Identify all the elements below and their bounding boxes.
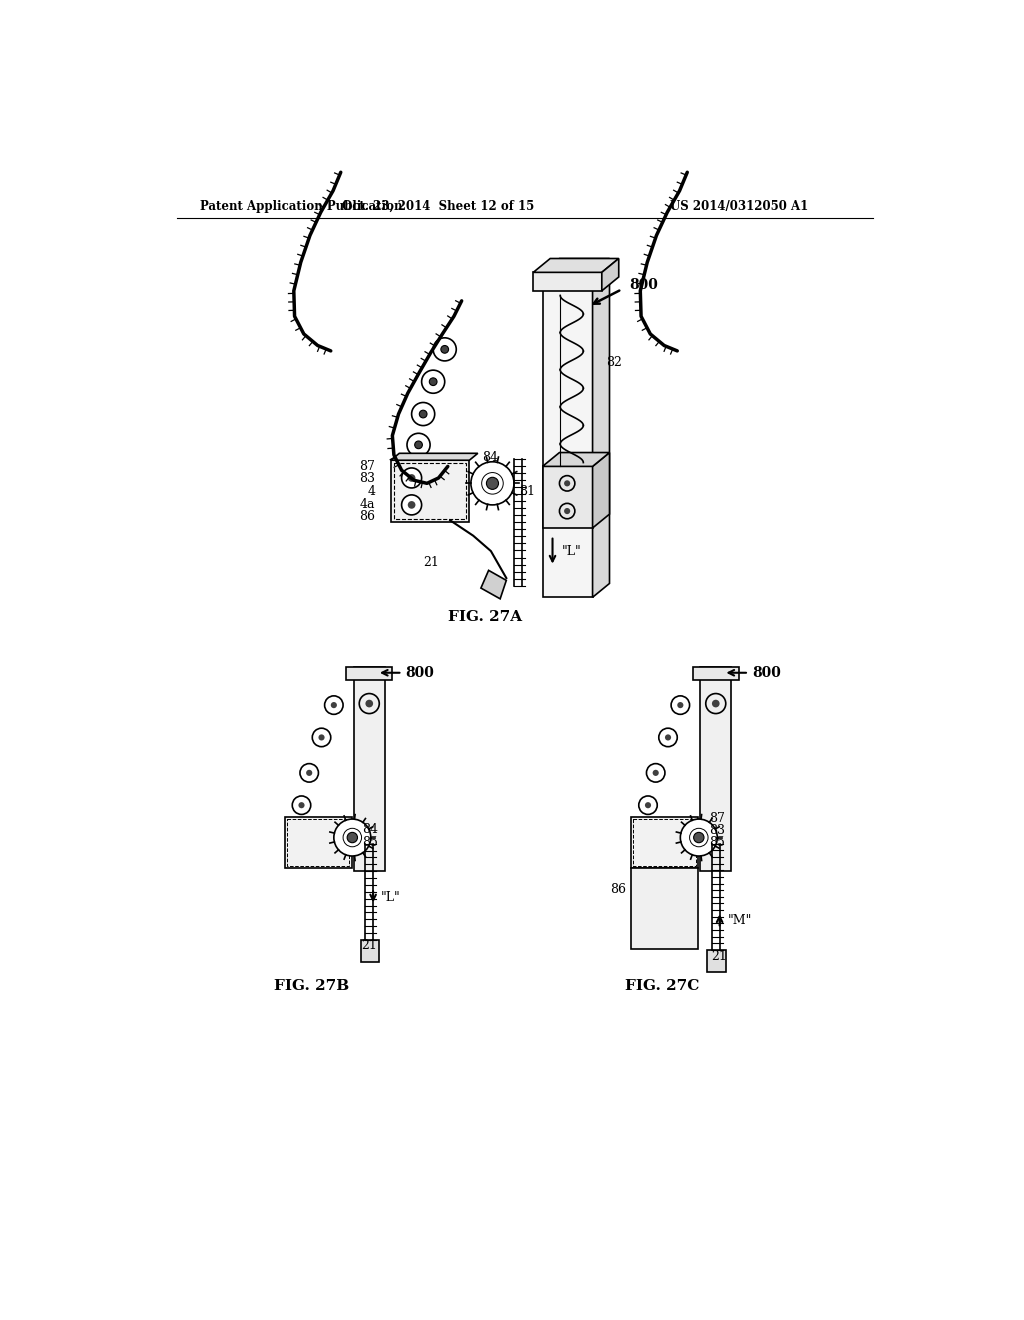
Circle shape bbox=[712, 700, 720, 708]
Circle shape bbox=[564, 480, 570, 487]
Text: 85: 85 bbox=[709, 836, 725, 849]
Text: 4a: 4a bbox=[359, 498, 376, 511]
Polygon shape bbox=[692, 667, 739, 681]
Circle shape bbox=[422, 370, 444, 393]
Circle shape bbox=[665, 734, 671, 741]
Text: 86: 86 bbox=[609, 883, 626, 896]
Text: FIG. 27C: FIG. 27C bbox=[625, 979, 699, 993]
Circle shape bbox=[486, 478, 499, 490]
Polygon shape bbox=[631, 817, 698, 869]
Circle shape bbox=[433, 338, 457, 360]
Circle shape bbox=[658, 729, 677, 747]
Circle shape bbox=[401, 495, 422, 515]
Text: 82: 82 bbox=[606, 356, 623, 370]
Polygon shape bbox=[481, 570, 506, 599]
Text: 86: 86 bbox=[359, 510, 376, 523]
Circle shape bbox=[306, 770, 312, 776]
Text: 83: 83 bbox=[709, 824, 725, 837]
Polygon shape bbox=[360, 940, 379, 961]
Polygon shape bbox=[285, 817, 351, 869]
Text: FIG. 27B: FIG. 27B bbox=[273, 979, 349, 993]
Polygon shape bbox=[543, 453, 609, 466]
Polygon shape bbox=[534, 259, 618, 272]
Circle shape bbox=[312, 729, 331, 747]
Circle shape bbox=[419, 411, 427, 418]
Text: FIG. 27A: FIG. 27A bbox=[447, 610, 522, 623]
Circle shape bbox=[300, 763, 318, 781]
Polygon shape bbox=[631, 869, 698, 949]
Text: 84: 84 bbox=[481, 450, 498, 463]
Circle shape bbox=[407, 433, 430, 457]
Text: 84: 84 bbox=[362, 824, 378, 837]
Circle shape bbox=[318, 734, 325, 741]
Circle shape bbox=[366, 700, 373, 708]
Circle shape bbox=[677, 702, 683, 709]
Text: 87: 87 bbox=[709, 812, 725, 825]
Polygon shape bbox=[543, 466, 593, 528]
Text: 21: 21 bbox=[361, 939, 377, 952]
Text: Oct. 23, 2014  Sheet 12 of 15: Oct. 23, 2014 Sheet 12 of 15 bbox=[342, 199, 535, 213]
Circle shape bbox=[471, 462, 514, 506]
Text: 4: 4 bbox=[368, 484, 376, 498]
Circle shape bbox=[401, 469, 422, 488]
Circle shape bbox=[645, 803, 651, 808]
Text: 21: 21 bbox=[423, 556, 439, 569]
Text: Patent Application Publication: Patent Application Publication bbox=[200, 199, 402, 213]
Circle shape bbox=[646, 763, 665, 781]
Polygon shape bbox=[543, 272, 593, 598]
Text: 81: 81 bbox=[518, 484, 535, 498]
Polygon shape bbox=[346, 667, 392, 681]
Polygon shape bbox=[391, 453, 478, 461]
Circle shape bbox=[441, 346, 449, 354]
Text: 83: 83 bbox=[359, 473, 376, 486]
Text: "M": "M" bbox=[727, 915, 752, 927]
Text: 85: 85 bbox=[362, 836, 378, 849]
Circle shape bbox=[639, 796, 657, 814]
Circle shape bbox=[693, 833, 703, 842]
Circle shape bbox=[298, 803, 304, 808]
Text: 800: 800 bbox=[752, 665, 781, 680]
Polygon shape bbox=[354, 667, 385, 871]
Circle shape bbox=[652, 770, 658, 776]
Circle shape bbox=[325, 696, 343, 714]
Polygon shape bbox=[602, 259, 618, 290]
Text: 87: 87 bbox=[359, 459, 376, 473]
Circle shape bbox=[331, 702, 337, 709]
Polygon shape bbox=[700, 667, 731, 871]
Text: "L": "L" bbox=[562, 545, 582, 557]
Text: 800: 800 bbox=[630, 279, 658, 293]
Text: US 2014/0312050 A1: US 2014/0312050 A1 bbox=[670, 199, 808, 213]
Circle shape bbox=[334, 818, 371, 857]
Polygon shape bbox=[543, 259, 609, 272]
Circle shape bbox=[292, 796, 310, 814]
Circle shape bbox=[415, 441, 422, 449]
Text: "L": "L" bbox=[381, 891, 400, 904]
Polygon shape bbox=[708, 950, 726, 972]
Circle shape bbox=[671, 696, 689, 714]
Text: 21: 21 bbox=[712, 949, 727, 962]
Polygon shape bbox=[593, 453, 609, 528]
Polygon shape bbox=[534, 272, 602, 290]
Circle shape bbox=[564, 508, 570, 515]
Polygon shape bbox=[593, 259, 609, 598]
Circle shape bbox=[408, 474, 416, 482]
Circle shape bbox=[408, 502, 416, 508]
Circle shape bbox=[680, 818, 717, 857]
Circle shape bbox=[429, 378, 437, 385]
Circle shape bbox=[412, 403, 435, 425]
Text: 800: 800 bbox=[406, 665, 434, 680]
Circle shape bbox=[347, 833, 357, 842]
Polygon shape bbox=[391, 461, 469, 521]
